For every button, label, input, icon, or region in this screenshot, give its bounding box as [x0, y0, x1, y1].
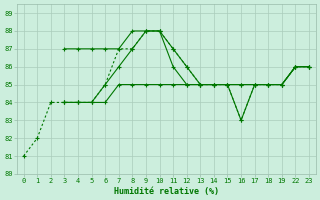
X-axis label: Humidité relative (%): Humidité relative (%): [114, 187, 219, 196]
